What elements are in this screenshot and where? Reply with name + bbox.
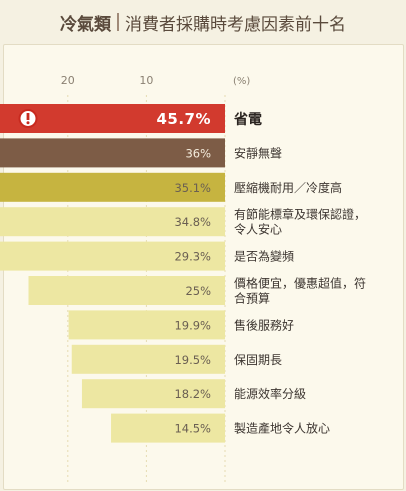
category-label: 壓縮機耐用／冷度高 [234, 180, 342, 195]
category-label: 安靜無聲 [234, 145, 282, 160]
bar [28, 276, 225, 305]
bar [111, 413, 225, 443]
title-divider [117, 13, 119, 31]
category-label: 有節能標章及環保認證， [234, 207, 366, 222]
bar-value-label: 45.7% [156, 110, 211, 128]
category-label: 令人安心 [234, 222, 282, 237]
category-label: 售後服務好 [234, 317, 294, 332]
bar-value-label: 18.2% [174, 387, 211, 401]
exclamation-dot-icon [26, 121, 30, 125]
bar-value-label: 25% [185, 284, 211, 298]
bar [81, 379, 225, 409]
bar-value-label: 29.3% [174, 250, 211, 264]
axis-unit-label: (%) [233, 76, 250, 87]
x-tick-label: 20 [61, 74, 75, 87]
bar [0, 172, 225, 202]
category-label: 價格便宜，優惠超值，符 [234, 276, 366, 291]
bar [68, 310, 225, 340]
category-label: 合預算 [234, 291, 270, 306]
category-label: 是否為變頻 [234, 249, 294, 264]
bar-value-label: 19.9% [174, 318, 211, 332]
category-label: 省電 [233, 111, 262, 128]
chart-header: 冷氣類 消費者採購時考慮因素前十名 [0, 0, 406, 44]
bar [0, 241, 226, 271]
x-tick-label: 10 [139, 74, 153, 87]
category-title: 冷氣類 [60, 14, 111, 35]
bar-value-label: 34.8% [174, 215, 211, 229]
bar [71, 344, 225, 374]
category-label: 保固期長 [234, 353, 282, 367]
bar-value-label: 19.5% [174, 353, 211, 367]
bar-value-label: 36% [185, 146, 211, 160]
bar-value-label: 14.5% [174, 422, 211, 436]
bar [0, 207, 226, 237]
chart-title: 消費者採購時考慮因素前十名 [125, 14, 346, 35]
category-label: 能源效率分級 [234, 386, 306, 401]
category-label: 製造產地令人放心 [234, 421, 330, 436]
bar-value-label: 35.1% [174, 181, 211, 195]
exclamation-stem-icon [26, 113, 30, 120]
bar [0, 138, 225, 168]
